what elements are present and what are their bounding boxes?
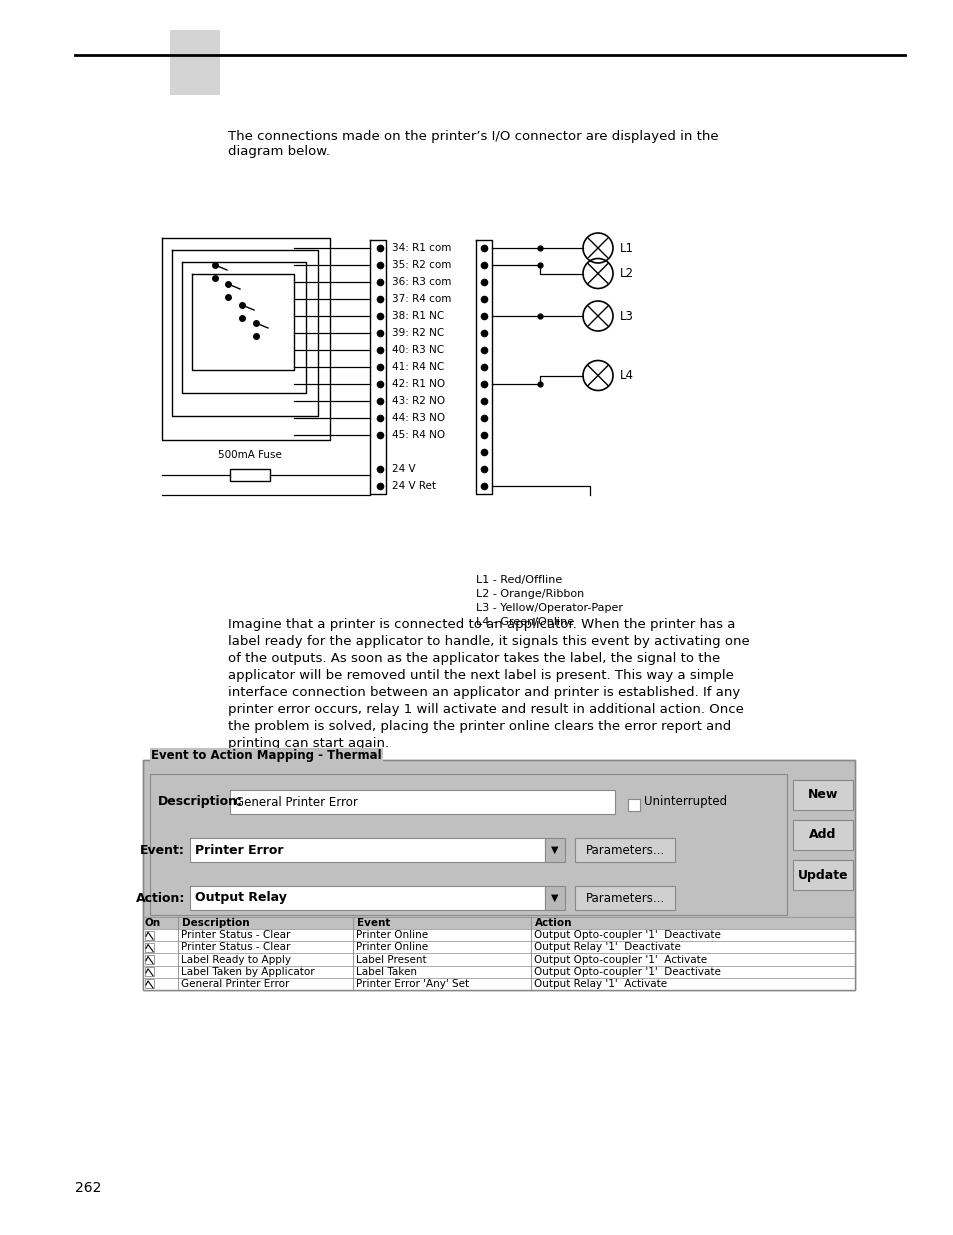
Bar	[143, 978, 854, 990]
Text: Uninterrupted: Uninterrupted	[643, 795, 726, 809]
Bar	[145, 931, 153, 940]
Bar	[190, 839, 544, 862]
Text: ▼: ▼	[551, 845, 558, 855]
Text: 41: R4 NC: 41: R4 NC	[392, 362, 444, 372]
Text: Action:: Action:	[135, 892, 185, 904]
Text: Update: Update	[797, 868, 847, 882]
Text: Event:: Event:	[140, 844, 185, 857]
Bar	[792, 860, 852, 890]
Text: Printer Online: Printer Online	[355, 930, 428, 940]
Text: Output Relay: Output Relay	[194, 892, 287, 904]
Text: Parameters...: Parameters...	[585, 844, 664, 857]
Text: Printer Error: Printer Error	[194, 844, 283, 857]
Text: 500mA Fuse: 500mA Fuse	[218, 450, 282, 459]
Text: L4 - Green/Online: L4 - Green/Online	[476, 618, 574, 627]
Text: Printer Online: Printer Online	[355, 942, 428, 952]
Text: Output Opto-coupler '1'  Deactivate: Output Opto-coupler '1' Deactivate	[534, 930, 720, 940]
Text: 37: R4 com: 37: R4 com	[392, 294, 451, 304]
Bar	[145, 942, 153, 952]
Bar	[143, 918, 854, 990]
Bar	[575, 885, 675, 910]
Bar	[145, 979, 153, 988]
Bar	[143, 953, 854, 966]
Text: L3: L3	[619, 310, 633, 322]
Text: L3 - Yellow/Operator-Paper: L3 - Yellow/Operator-Paper	[476, 603, 622, 613]
Bar	[544, 839, 564, 862]
Text: New: New	[807, 788, 838, 802]
Text: L1 - Red/Offline: L1 - Red/Offline	[476, 576, 561, 585]
Text: Label Taken by Applicator: Label Taken by Applicator	[181, 967, 314, 977]
Text: 24 V Ret: 24 V Ret	[392, 480, 436, 492]
Text: Output Relay '1'  Deactivate: Output Relay '1' Deactivate	[534, 942, 680, 952]
Text: 38: R1 NC: 38: R1 NC	[392, 311, 444, 321]
Bar	[143, 929, 854, 941]
Text: Label Taken: Label Taken	[355, 967, 416, 977]
Text: 24 V: 24 V	[392, 464, 416, 474]
Bar	[150, 774, 786, 915]
Text: On: On	[145, 918, 161, 927]
Text: Parameters...: Parameters...	[585, 892, 664, 904]
Text: L4: L4	[619, 369, 634, 382]
Bar	[792, 781, 852, 810]
Bar	[544, 885, 564, 910]
Text: 45: R4 NO: 45: R4 NO	[392, 430, 445, 440]
Text: 262: 262	[75, 1181, 101, 1195]
Text: 43: R2 NO: 43: R2 NO	[392, 396, 445, 406]
Text: Add: Add	[808, 829, 836, 841]
Bar	[575, 839, 675, 862]
Bar	[627, 799, 639, 811]
Bar	[143, 918, 854, 929]
Text: Output Relay '1'  Activate: Output Relay '1' Activate	[534, 979, 666, 989]
Bar	[143, 966, 854, 978]
Text: 42: R1 NO: 42: R1 NO	[392, 379, 445, 389]
Text: ▼: ▼	[551, 893, 558, 903]
Text: Description:: Description:	[158, 795, 243, 809]
Text: 39: R2 NC: 39: R2 NC	[392, 329, 444, 338]
Text: Printer Status - Clear: Printer Status - Clear	[181, 930, 290, 940]
Bar	[230, 790, 615, 814]
Bar	[145, 967, 153, 976]
Text: Output Opto-coupler '1'  Activate: Output Opto-coupler '1' Activate	[534, 955, 706, 965]
Bar	[143, 760, 854, 990]
Bar	[230, 469, 270, 480]
Text: General Printer Error: General Printer Error	[181, 979, 289, 989]
Text: 40: R3 NC: 40: R3 NC	[392, 345, 444, 354]
Text: L1: L1	[619, 242, 634, 254]
Text: 44: R3 NO: 44: R3 NO	[392, 412, 445, 424]
Text: Printer Status - Clear: Printer Status - Clear	[181, 942, 290, 952]
Text: Event: Event	[356, 918, 390, 927]
Bar	[143, 760, 854, 990]
Text: 35: R2 com: 35: R2 com	[392, 261, 451, 270]
Text: Action: Action	[535, 918, 572, 927]
Text: 34: R1 com: 34: R1 com	[392, 243, 451, 253]
Text: L2: L2	[619, 267, 634, 280]
Text: Output Opto-coupler '1'  Deactivate: Output Opto-coupler '1' Deactivate	[534, 967, 720, 977]
Text: 36: R3 com: 36: R3 com	[392, 277, 451, 287]
Text: Event to Action Mapping - Thermal: Event to Action Mapping - Thermal	[151, 748, 381, 762]
Text: The connections made on the printer’s I/O connector are displayed in the
diagram: The connections made on the printer’s I/…	[228, 130, 718, 158]
Text: L2 - Orange/Ribbon: L2 - Orange/Ribbon	[476, 589, 583, 599]
Bar	[143, 941, 854, 953]
Text: General Printer Error: General Printer Error	[234, 795, 357, 809]
Bar	[145, 955, 153, 965]
Text: Label Ready to Apply: Label Ready to Apply	[181, 955, 291, 965]
Text: Description: Description	[182, 918, 250, 927]
Text: Imagine that a printer is connected to an applicator. When the printer has a
lab: Imagine that a printer is connected to a…	[228, 618, 749, 750]
Bar	[170, 30, 220, 95]
Bar	[190, 885, 544, 910]
Text: Printer Error 'Any' Set: Printer Error 'Any' Set	[355, 979, 469, 989]
Bar	[792, 820, 852, 850]
Text: Label Present: Label Present	[355, 955, 426, 965]
